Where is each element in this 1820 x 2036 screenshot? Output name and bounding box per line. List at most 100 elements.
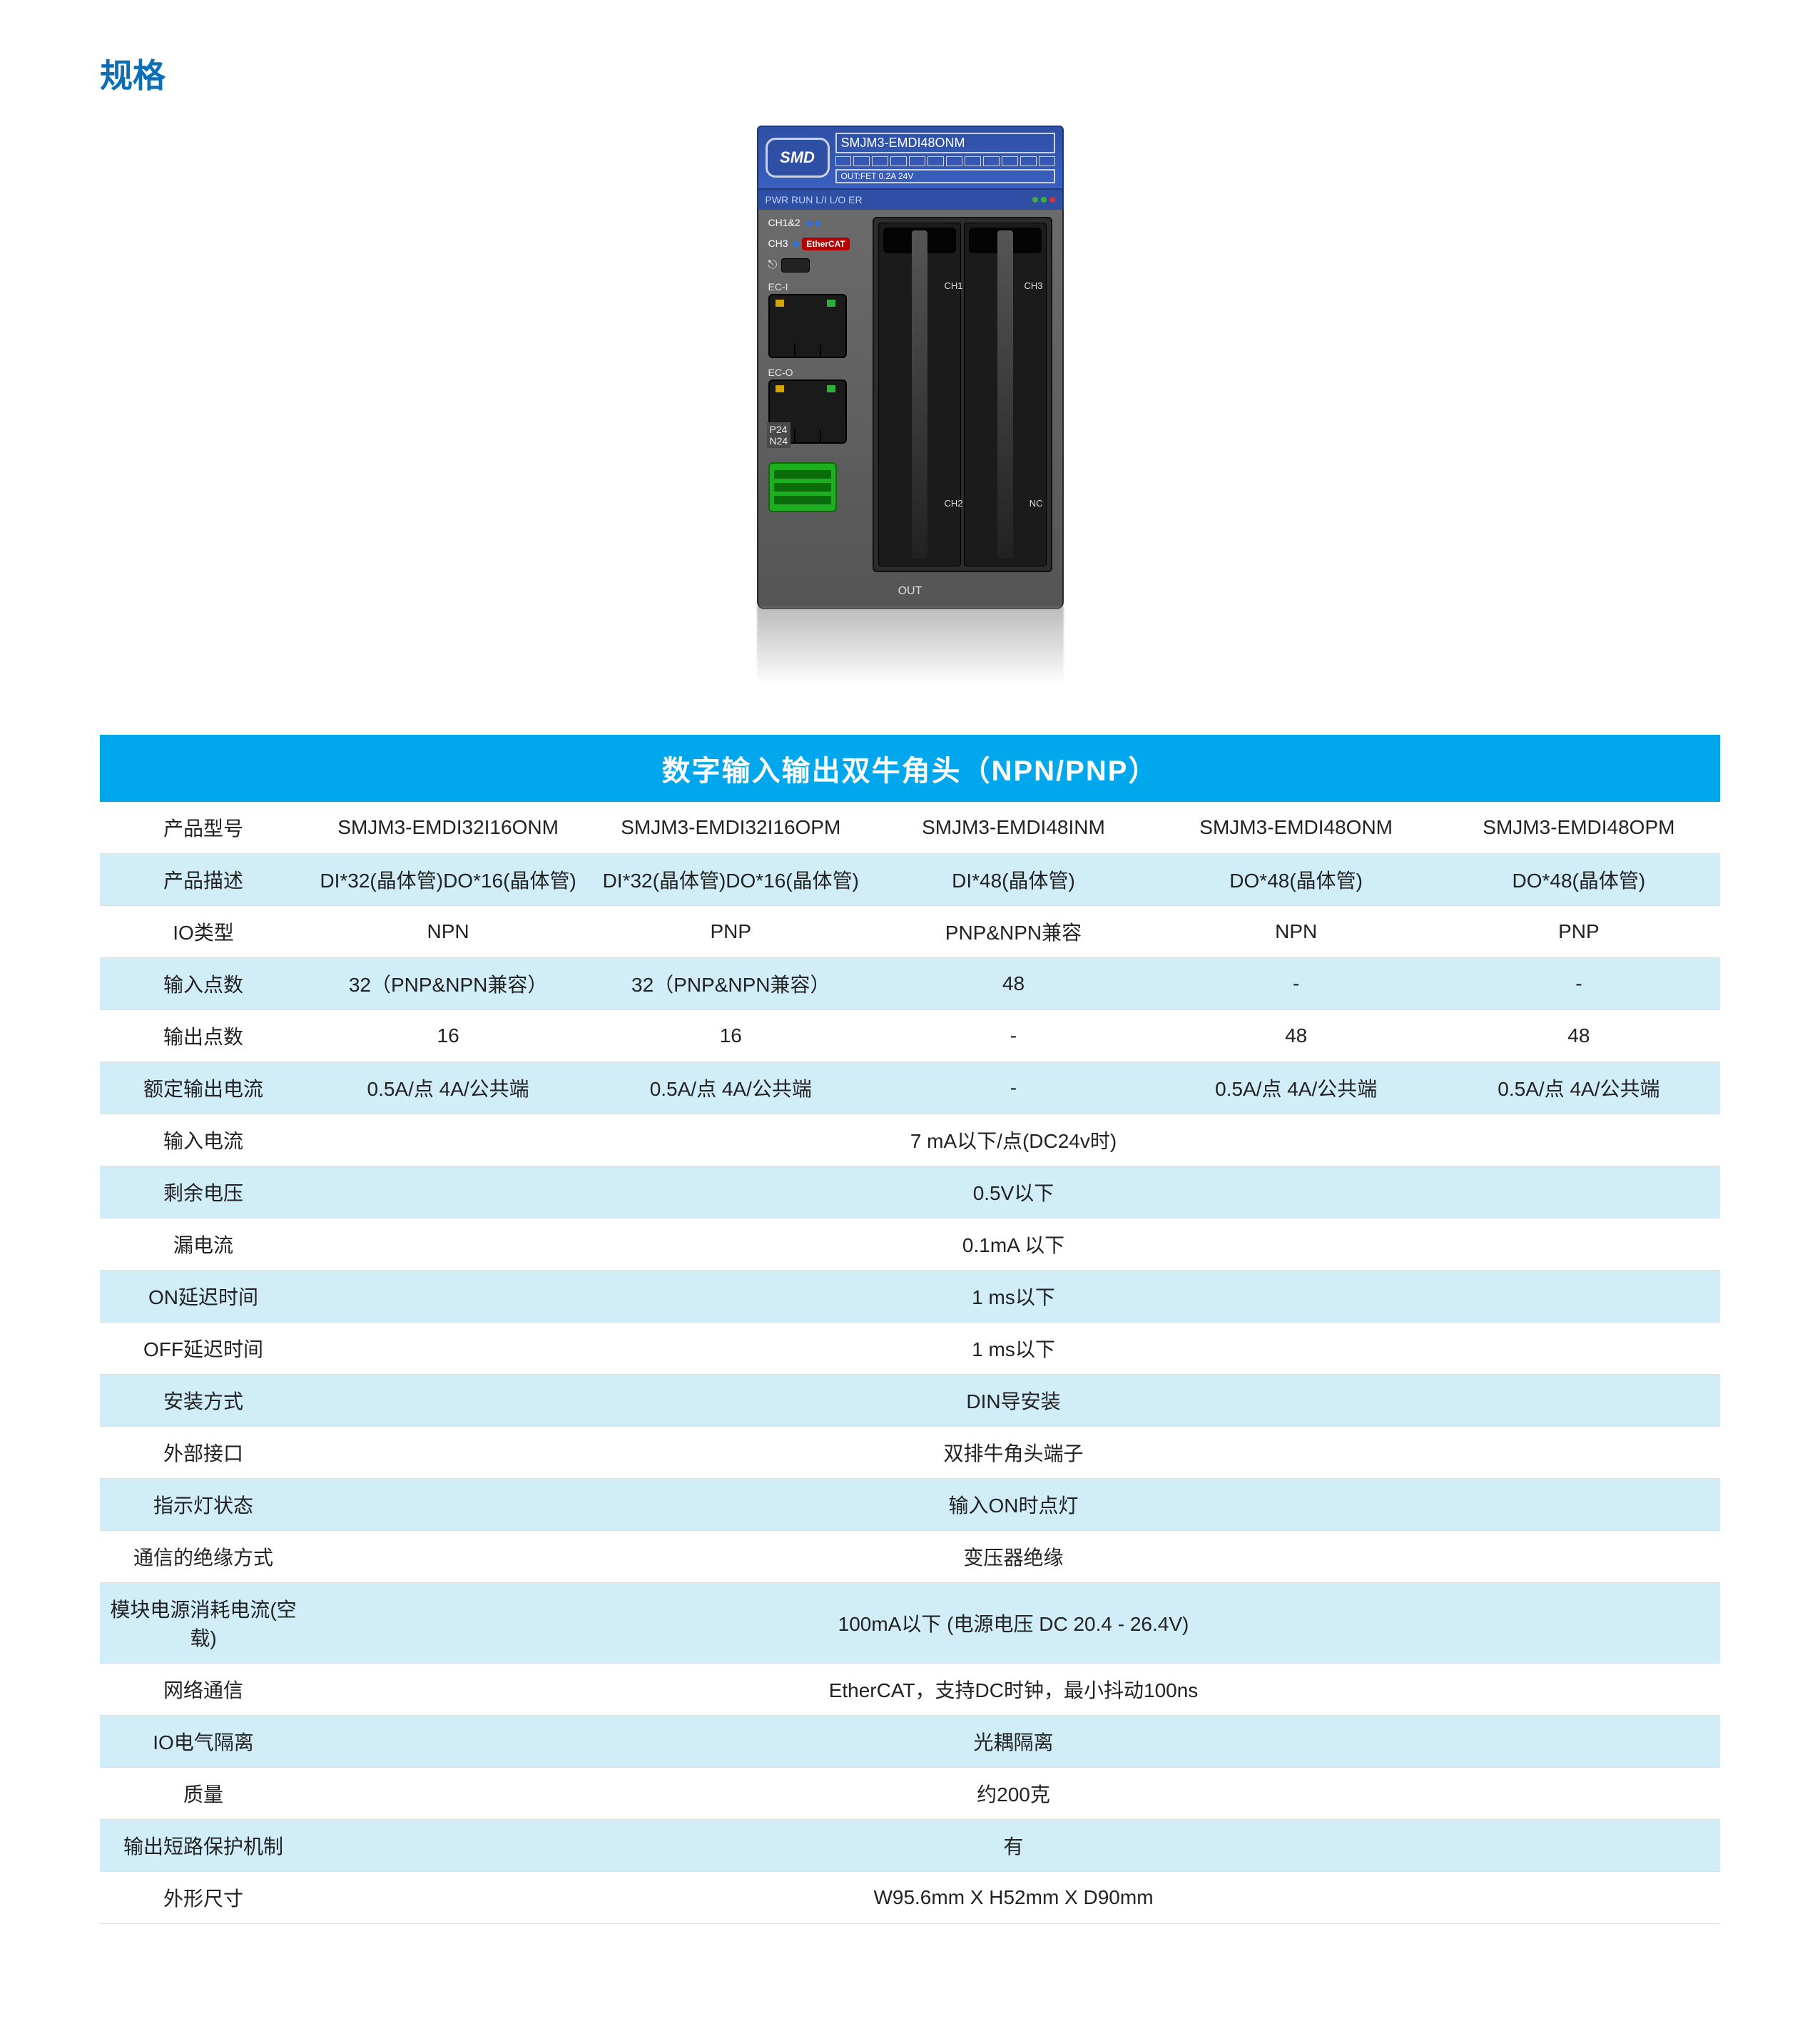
table-row: 产品描述 DI*32(晶体管)DO*16(晶体管) DI*32(晶体管)DO*1…: [100, 854, 1720, 906]
device-mock: SMD SMJM3-EMDI48ONM OUT:FET 0.2A 24V PWR…: [757, 126, 1064, 685]
cell: W95.6mm X H52mm X D90mm: [307, 1872, 1720, 1924]
table-row: ON延迟时间1 ms以下: [100, 1271, 1720, 1323]
row-label-desc: 产品描述: [100, 854, 307, 906]
spec-table: 数字输入输出双牛角头（NPN/PNP） 产品型号 SMJM3-EMDI32I16…: [100, 735, 1720, 1924]
cell: NPN: [1155, 906, 1438, 958]
table-row: 通信的绝缘方式变压器绝缘: [100, 1531, 1720, 1583]
cell: DI*48(晶体管): [872, 854, 1154, 906]
table-row: IO类型 NPN PNP PNP&NPN兼容 NPN PNP: [100, 906, 1720, 958]
table-row: 额定输出电流 0.5A/点 4A/公共端 0.5A/点 4A/公共端 - 0.5…: [100, 1062, 1720, 1114]
row-label-scp: 输出短路保护机制: [100, 1820, 307, 1872]
ch1-label: CH1: [944, 280, 962, 291]
cell: 16: [589, 1010, 872, 1062]
cell: 输入ON时点灯: [307, 1479, 1720, 1531]
table-row: 输入电流7 mA以下/点(DC24v时): [100, 1114, 1720, 1166]
cell: DO*48(晶体管): [1438, 854, 1720, 906]
ch2-label: CH2: [944, 498, 962, 509]
cell: DI*32(晶体管)DO*16(晶体管): [307, 854, 589, 906]
table-row: 外形尺寸W95.6mm X H52mm X D90mm: [100, 1872, 1720, 1924]
row-label-leak: 漏电流: [100, 1218, 307, 1271]
product-image: SMD SMJM3-EMDI48ONM OUT:FET 0.2A 24V PWR…: [100, 126, 1720, 685]
row-label-in: 输入点数: [100, 958, 307, 1010]
cell: 0.5A/点 4A/公共端: [1438, 1062, 1720, 1114]
cell: 32（PNP&NPN兼容）: [307, 958, 589, 1010]
cell: 0.5A/点 4A/公共端: [589, 1062, 872, 1114]
row-label-model: 产品型号: [100, 802, 307, 854]
cell: -: [1155, 958, 1438, 1010]
cell: 变压器绝缘: [307, 1531, 1720, 1583]
table-row: 漏电流0.1mA 以下: [100, 1218, 1720, 1271]
table-row: IO电气隔离光耦隔离: [100, 1716, 1720, 1768]
cell: DO*48(晶体管): [1155, 854, 1438, 906]
table-row: OFF延迟时间1 ms以下: [100, 1323, 1720, 1375]
cell: 48: [1438, 1010, 1720, 1062]
cell: SMJM3-EMDI48INM: [872, 802, 1154, 854]
cell: SMJM3-EMDI32I16ONM: [307, 802, 589, 854]
device-status-leds: PWR RUN L/I L/O ER: [766, 194, 863, 205]
cell: SMJM3-EMDI48OPM: [1438, 802, 1720, 854]
cell: NPN: [307, 906, 589, 958]
cell: 0.5A/点 4A/公共端: [1155, 1062, 1438, 1114]
cell: 双排牛角头端子: [307, 1427, 1720, 1479]
cell: 有: [307, 1820, 1720, 1872]
table-row: 输入点数 32（PNP&NPN兼容） 32（PNP&NPN兼容） 48 - -: [100, 958, 1720, 1010]
out-label: OUT: [898, 585, 922, 598]
table-row: 剩余电压0.5V以下: [100, 1166, 1720, 1218]
cell: 48: [1155, 1010, 1438, 1062]
table-row: 网络通信EtherCAT，支持DC时钟，最小抖动100ns: [100, 1664, 1720, 1716]
table-row: 质量约200克: [100, 1768, 1720, 1820]
p24-label: P24N24: [767, 422, 791, 448]
mini-usb-port: [781, 258, 810, 273]
cell: -: [1438, 958, 1720, 1010]
row-label-io: IO类型: [100, 906, 307, 958]
table-row: 指示灯状态输入ON时点灯: [100, 1479, 1720, 1531]
ec-out-label: EC-O: [768, 367, 861, 378]
table-row: 外部接口双排牛角头端子: [100, 1427, 1720, 1479]
ec-in-label: EC-I: [768, 281, 861, 292]
rj45-ec-in: [768, 294, 847, 358]
row-label-iso: IO电气隔离: [100, 1716, 307, 1768]
row-label-out: 输出点数: [100, 1010, 307, 1062]
cell: 0.5A/点 4A/公共端: [307, 1062, 589, 1114]
cell: SMJM3-EMDI48ONM: [1155, 802, 1438, 854]
row-label-led: 指示灯状态: [100, 1479, 307, 1531]
cell: 0.1mA 以下: [307, 1218, 1720, 1271]
device-pin-row: [835, 156, 1055, 166]
row-label-icur: 输入电流: [100, 1114, 307, 1166]
row-label-net: 网络通信: [100, 1664, 307, 1716]
table-row: 输出点数 16 16 - 48 48: [100, 1010, 1720, 1062]
cell: EtherCAT，支持DC时钟，最小抖动100ns: [307, 1664, 1720, 1716]
cell: 16: [307, 1010, 589, 1062]
power-terminal: [768, 462, 837, 512]
ch-label-3: CH3 EtherCAT: [768, 238, 861, 250]
ch-label-1-2: CH1&2: [768, 217, 861, 229]
cell: DI*32(晶体管)DO*16(晶体管): [589, 854, 872, 906]
cell: PNP: [1438, 906, 1720, 958]
table-header: 数字输入输出双牛角头（NPN/PNP）: [100, 735, 1720, 802]
cell: DIN导安装: [307, 1375, 1720, 1427]
cell: -: [872, 1062, 1154, 1114]
row-label-mass: 质量: [100, 1768, 307, 1820]
device-logo: SMD: [766, 138, 830, 178]
cell: 1 ms以下: [307, 1323, 1720, 1375]
row-label-offdly: OFF延迟时间: [100, 1323, 307, 1375]
cell: 100mA以下 (电源电压 DC 20.4 - 26.4V): [307, 1583, 1720, 1664]
connector-bay: CH1 CH2 CH3 NC: [873, 217, 1052, 572]
table-row: 安装方式DIN导安装: [100, 1375, 1720, 1427]
connector-ch3-nc: CH3 NC: [964, 223, 1047, 566]
device-model-label: SMJM3-EMDI48ONM: [835, 133, 1055, 153]
device-reflection: [757, 606, 1064, 685]
cell: 光耦隔离: [307, 1716, 1720, 1768]
cell: PNP: [589, 906, 872, 958]
row-label-resv: 剩余电压: [100, 1166, 307, 1218]
cell: 0.5V以下: [307, 1166, 1720, 1218]
cell: -: [872, 1010, 1154, 1062]
row-label-pwrcons: 模块电源消耗电流(空载): [100, 1583, 307, 1664]
cell: SMJM3-EMDI32I16OPM: [589, 802, 872, 854]
table-row: 输出短路保护机制有: [100, 1820, 1720, 1872]
table-row: 产品型号 SMJM3-EMDI32I16ONM SMJM3-EMDI32I16O…: [100, 802, 1720, 854]
table-row: 模块电源消耗电流(空载)100mA以下 (电源电压 DC 20.4 - 26.4…: [100, 1583, 1720, 1664]
usb-icon: ⎋: [768, 259, 778, 272]
row-label-ondly: ON延迟时间: [100, 1271, 307, 1323]
page-title: 规格: [100, 50, 1720, 97]
